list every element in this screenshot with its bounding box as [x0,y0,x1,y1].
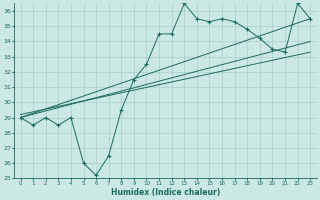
X-axis label: Humidex (Indice chaleur): Humidex (Indice chaleur) [111,188,220,197]
